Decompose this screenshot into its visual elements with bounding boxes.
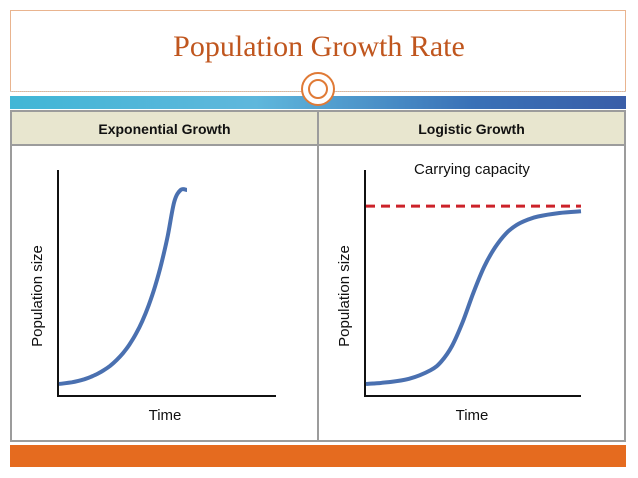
logistic-curve (365, 209, 582, 386)
carrying-capacity-label: Carrying capacity (414, 161, 530, 178)
exponential-panel: Exponential Growth Time Population size (12, 112, 317, 440)
y-axis-label: Population size (336, 245, 353, 347)
slide-title: Population Growth Rate (173, 30, 465, 63)
exponential-curve (58, 187, 188, 386)
circle-ornament-icon (301, 72, 335, 106)
y-axis-label: Population size (29, 245, 46, 347)
inner-circle-icon (308, 79, 328, 99)
x-axis-label: Time (456, 407, 489, 424)
logistic-panel: Logistic Growth Carrying capacity Time P… (319, 112, 624, 440)
exponential-header: Exponential Growth (12, 112, 317, 146)
logistic-chart: Carrying capacity Time Population size (336, 161, 582, 424)
exponential-chart: Time Population size (29, 170, 276, 424)
x-axis-label: Time (149, 407, 182, 424)
footer-bar (10, 445, 626, 467)
logistic-header: Logistic Growth (319, 112, 624, 146)
